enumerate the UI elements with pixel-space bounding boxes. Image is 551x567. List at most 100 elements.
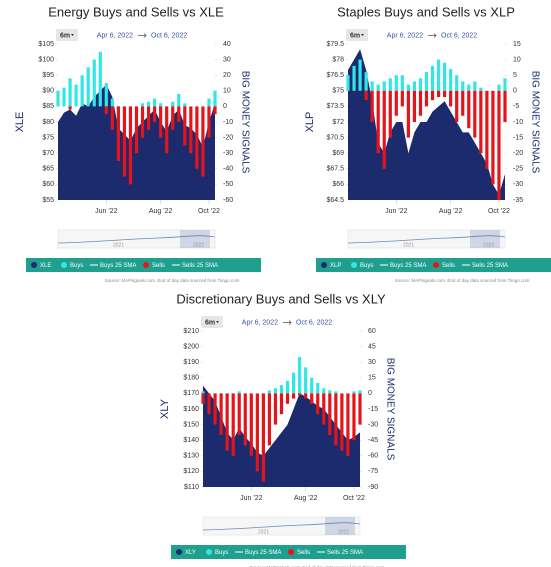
- signal-bar: [328, 390, 332, 394]
- legend-marker: [206, 549, 212, 555]
- legend-label[interactable]: Sells 25 SMA: [327, 550, 363, 556]
- navigator-label: 2022: [193, 242, 204, 248]
- signal-bar: [455, 90, 459, 122]
- y2-tick-label: -50: [223, 181, 233, 188]
- y2-axis-label: BIG MONEY SIGNALS: [384, 358, 395, 461]
- y2-tick-label: -30: [223, 150, 233, 157]
- signal-bar: [388, 90, 392, 138]
- range-button[interactable]: [56, 29, 78, 41]
- signal-bar: [207, 106, 211, 138]
- legend-marker: [351, 262, 357, 268]
- signal-bar: [237, 391, 241, 394]
- x-tick-label: Jun '22: [240, 495, 262, 502]
- navigator-window[interactable]: [470, 230, 500, 248]
- signal-bar: [400, 90, 404, 107]
- navigator-line: [202, 522, 361, 531]
- signal-bar: [310, 377, 314, 394]
- range-button-label: 6m: [350, 32, 360, 39]
- arrow-icon: [428, 33, 437, 38]
- legend-label[interactable]: Sells: [297, 550, 310, 556]
- range-button-label: 6m: [60, 32, 70, 39]
- y-tick-label: $130: [183, 453, 199, 460]
- y-tick-label: $73.5: [326, 103, 344, 110]
- y-tick-label: $75: [42, 134, 54, 141]
- y-tick-label: $140: [183, 437, 199, 444]
- dropdown-icon: [361, 34, 364, 36]
- signal-bar: [370, 81, 374, 91]
- signal-bar: [128, 106, 133, 185]
- legend-label[interactable]: Sells: [152, 263, 165, 269]
- legend-label[interactable]: Buys: [215, 550, 228, 556]
- y-tick-label: $150: [183, 421, 199, 428]
- legend-marker: [321, 262, 327, 268]
- date-to: Oct 6, 2022: [151, 32, 187, 39]
- signal-bar: [467, 84, 471, 91]
- signal-bar: [443, 90, 447, 98]
- navigator-window[interactable]: [325, 517, 355, 535]
- y2-tick-label: -45: [368, 437, 378, 444]
- arrow-icon: [138, 33, 147, 38]
- signal-bar: [213, 90, 217, 107]
- signal-bar: [279, 393, 284, 415]
- signal-bar: [418, 78, 423, 91]
- y2-tick-label: -20: [513, 150, 523, 157]
- legend-label[interactable]: XLP: [330, 263, 341, 269]
- y-tick-label: $67.5: [326, 166, 344, 173]
- y2-tick-label: 60: [368, 328, 376, 335]
- signal-bar: [322, 393, 326, 425]
- y-tick-label: $100: [38, 56, 54, 63]
- range-button[interactable]: [201, 316, 223, 328]
- signal-bar: [394, 75, 398, 91]
- y2-tick-label: -25: [513, 166, 523, 173]
- price-area: [203, 385, 360, 487]
- y-tick-label: $78: [332, 56, 344, 63]
- signal-bar: [207, 98, 211, 107]
- legend-label[interactable]: XLY: [185, 550, 196, 556]
- legend-label[interactable]: Buys 25 SMA: [390, 263, 426, 269]
- signal-bar: [352, 391, 356, 394]
- signal-bar: [412, 90, 417, 122]
- signal-bar: [273, 393, 278, 425]
- y-tick-label: $95: [42, 72, 54, 79]
- signal-bar: [177, 106, 181, 122]
- signal-bar: [68, 78, 72, 107]
- y-tick-label: $80: [42, 119, 54, 126]
- y-tick-label: $64.5: [326, 197, 344, 204]
- date-from: Apr 6, 2022: [97, 32, 133, 39]
- signal-bar: [352, 65, 356, 91]
- legend-label[interactable]: Buys: [360, 263, 373, 269]
- legend-label[interactable]: XLE: [40, 263, 51, 269]
- legend-label[interactable]: Buys 25 SMA: [100, 263, 136, 269]
- signal-bar: [261, 393, 265, 482]
- legend-label[interactable]: Sells 25 SMA: [472, 263, 508, 269]
- range-button[interactable]: [346, 29, 368, 41]
- signal-bar: [436, 59, 441, 91]
- signal-bar: [177, 93, 181, 107]
- x-tick-label: Oct '22: [198, 208, 220, 215]
- x-tick-label: Oct '22: [488, 208, 510, 215]
- x-tick-label: Aug '22: [149, 208, 173, 215]
- signal-bar: [436, 90, 441, 98]
- signal-bar: [219, 393, 223, 435]
- x-tick-label: Aug '22: [439, 208, 463, 215]
- signal-bar: [473, 81, 477, 91]
- signal-bar: [412, 81, 417, 91]
- y-tick-label: $55: [42, 197, 54, 204]
- signal-bar: [298, 357, 302, 394]
- navigator-line: [347, 235, 506, 244]
- signal-bar: [110, 98, 114, 107]
- legend-label[interactable]: Sells 25 SMA: [182, 263, 218, 269]
- legend-label[interactable]: Sells: [442, 263, 455, 269]
- legend-label[interactable]: Buys: [70, 263, 83, 269]
- y2-tick-label: 10: [223, 88, 231, 95]
- y2-tick-label: -60: [223, 197, 233, 204]
- signal-bar: [455, 75, 459, 91]
- signal-bar: [322, 388, 326, 394]
- signal-bar: [104, 106, 108, 115]
- signal-bar: [376, 90, 380, 154]
- navigator-window[interactable]: [180, 230, 210, 248]
- source-note: Source: MAPsignals.com, End of day data …: [105, 278, 240, 283]
- y-tick-label: $69: [332, 150, 344, 157]
- legend-label[interactable]: Buys 25 SMA: [245, 550, 281, 556]
- y2-tick-label: 15: [368, 375, 376, 382]
